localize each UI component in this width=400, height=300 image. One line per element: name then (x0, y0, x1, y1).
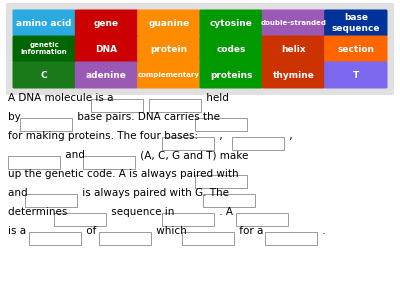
Text: up the genetic code. A is always paired with: up the genetic code. A is always paired … (8, 169, 242, 179)
FancyBboxPatch shape (12, 10, 76, 37)
FancyBboxPatch shape (200, 61, 263, 88)
Text: is a: is a (8, 226, 29, 236)
FancyBboxPatch shape (12, 61, 76, 88)
Bar (195, 175, 247, 188)
Text: double-stranded: double-stranded (260, 20, 326, 26)
FancyBboxPatch shape (137, 61, 200, 88)
Bar (162, 137, 214, 150)
Text: of: of (83, 226, 99, 236)
Bar (195, 118, 247, 131)
Text: base pairs. DNA carries the: base pairs. DNA carries the (74, 112, 224, 122)
Text: complementary: complementary (138, 72, 200, 78)
Text: gene: gene (94, 19, 119, 28)
Text: C: C (41, 70, 48, 80)
Text: protein: protein (150, 44, 187, 53)
Text: held: held (203, 93, 229, 103)
Text: ,: , (216, 131, 229, 141)
FancyBboxPatch shape (324, 61, 388, 88)
FancyBboxPatch shape (137, 35, 200, 62)
Text: helix: helix (281, 44, 306, 53)
Text: base
sequence: base sequence (332, 13, 380, 33)
Bar (162, 213, 214, 226)
FancyBboxPatch shape (262, 61, 325, 88)
Text: section: section (337, 44, 374, 53)
Bar (149, 99, 201, 112)
Bar (25, 194, 77, 207)
Text: DNA: DNA (96, 44, 118, 53)
FancyBboxPatch shape (324, 35, 388, 62)
FancyBboxPatch shape (137, 10, 200, 37)
Text: T: T (353, 70, 359, 80)
Text: by: by (8, 112, 24, 122)
Text: sequence in: sequence in (108, 207, 177, 217)
Text: adenine: adenine (86, 70, 127, 80)
FancyBboxPatch shape (75, 10, 138, 37)
Text: guanine: guanine (148, 19, 190, 28)
Bar (29, 232, 81, 245)
Text: for a: for a (236, 226, 267, 236)
Text: codes: codes (216, 44, 246, 53)
Bar (54, 213, 106, 226)
Text: ,: , (286, 131, 293, 141)
Text: A DNA molecule is a: A DNA molecule is a (8, 93, 117, 103)
Text: . A: . A (216, 207, 236, 217)
Bar (182, 232, 234, 245)
FancyBboxPatch shape (75, 35, 138, 62)
Text: cytosine: cytosine (210, 19, 253, 28)
Bar (20, 118, 72, 131)
Bar (83, 156, 135, 169)
Bar (266, 232, 318, 245)
Bar (232, 137, 284, 150)
Bar (8, 156, 60, 169)
Text: and: and (8, 188, 31, 198)
Bar (236, 213, 288, 226)
FancyBboxPatch shape (12, 35, 76, 62)
Text: .: . (320, 226, 326, 236)
FancyBboxPatch shape (200, 35, 263, 62)
Text: amino acid: amino acid (16, 19, 72, 28)
Text: genetic
information: genetic information (21, 43, 68, 56)
FancyBboxPatch shape (200, 10, 263, 37)
Text: and: and (62, 150, 88, 160)
FancyBboxPatch shape (262, 35, 325, 62)
FancyBboxPatch shape (6, 3, 394, 95)
Text: (A, C, G and T) make: (A, C, G and T) make (137, 150, 248, 160)
Text: which: which (153, 226, 190, 236)
Text: for making proteins. The four bases:: for making proteins. The four bases: (8, 131, 201, 141)
Text: determines: determines (8, 207, 71, 217)
Bar (203, 194, 255, 207)
FancyBboxPatch shape (75, 61, 138, 88)
Text: is always paired with G. The: is always paired with G. The (78, 188, 232, 198)
FancyBboxPatch shape (262, 10, 325, 37)
Bar (91, 99, 143, 112)
FancyBboxPatch shape (324, 10, 388, 37)
Text: proteins: proteins (210, 70, 252, 80)
Text: thymine: thymine (272, 70, 314, 80)
Bar (99, 232, 151, 245)
